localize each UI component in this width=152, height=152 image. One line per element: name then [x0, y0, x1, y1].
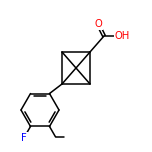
- Text: F: F: [21, 133, 27, 143]
- Text: O: O: [94, 19, 102, 29]
- Text: OH: OH: [115, 31, 130, 41]
